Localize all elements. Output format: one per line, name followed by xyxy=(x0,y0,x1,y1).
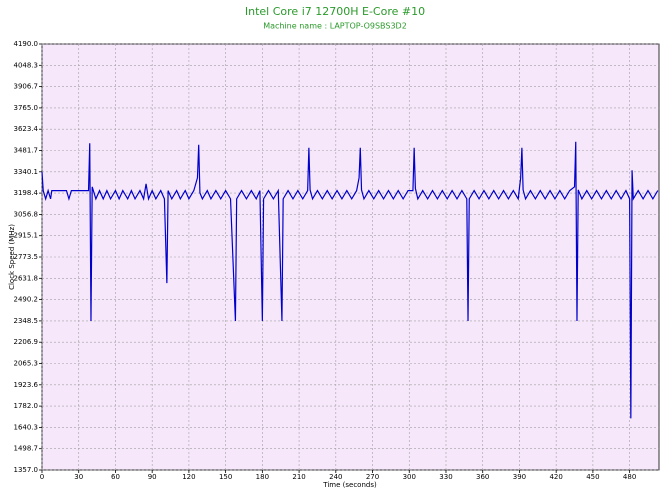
y-tick-label: 1640.3 xyxy=(14,423,39,431)
x-tick-label: 120 xyxy=(182,473,195,481)
y-tick-label: 1357.0 xyxy=(14,466,39,474)
x-tick-label: 60 xyxy=(111,473,120,481)
y-tick-label: 1782.0 xyxy=(14,402,39,410)
chart-title: Intel Core i7 12700H E-Core #10 xyxy=(245,5,425,18)
x-tick-label: 360 xyxy=(476,473,489,481)
y-tick-label: 3056.8 xyxy=(14,210,39,218)
y-tick-label: 3623.4 xyxy=(14,125,39,133)
y-tick-label: 3198.4 xyxy=(14,189,39,197)
x-tick-label: 450 xyxy=(586,473,599,481)
y-tick-label: 3765.0 xyxy=(14,104,39,112)
y-tick-label: 1498.7 xyxy=(14,445,39,453)
chart-subtitle: Machine name : LAPTOP-O9SBS3D2 xyxy=(263,22,407,31)
data-line xyxy=(41,141,659,419)
x-axis-label: Time (seconds) xyxy=(322,481,377,489)
x-tick-label: 210 xyxy=(292,473,305,481)
y-axis-label: Clock Speed (MHz) xyxy=(8,224,16,290)
x-tick-label: 420 xyxy=(549,473,562,481)
x-tick-label: 480 xyxy=(623,473,636,481)
x-tick-label: 0 xyxy=(40,473,44,481)
x-tick-label: 150 xyxy=(219,473,232,481)
y-tick-label: 2773.5 xyxy=(14,253,39,261)
x-tick-label: 270 xyxy=(366,473,379,481)
y-tick-label: 2348.5 xyxy=(14,317,39,325)
y-tick-label: 2631.8 xyxy=(14,274,39,282)
y-tick-label: 4190.0 xyxy=(14,40,39,48)
x-tick-label: 90 xyxy=(148,473,157,481)
x-tick-label: 330 xyxy=(439,473,452,481)
x-tick-label: 390 xyxy=(513,473,526,481)
x-tick-label: 240 xyxy=(329,473,342,481)
y-tick-label: 3340.1 xyxy=(14,168,39,176)
y-tick-label: 2206.9 xyxy=(14,338,39,346)
y-tick-label: 3481.7 xyxy=(14,147,39,155)
y-tick-label: 2915.1 xyxy=(14,232,39,240)
y-tick-label: 2490.2 xyxy=(14,296,39,304)
x-tick-label: 180 xyxy=(256,473,269,481)
x-tick-label: 30 xyxy=(74,473,83,481)
y-tick-label: 1923.6 xyxy=(14,381,39,389)
y-tick-label: 4048.3 xyxy=(14,61,39,69)
x-tick-label: 300 xyxy=(403,473,416,481)
y-tick-label: 3906.7 xyxy=(14,83,39,91)
y-tick-label: 2065.3 xyxy=(14,359,39,367)
